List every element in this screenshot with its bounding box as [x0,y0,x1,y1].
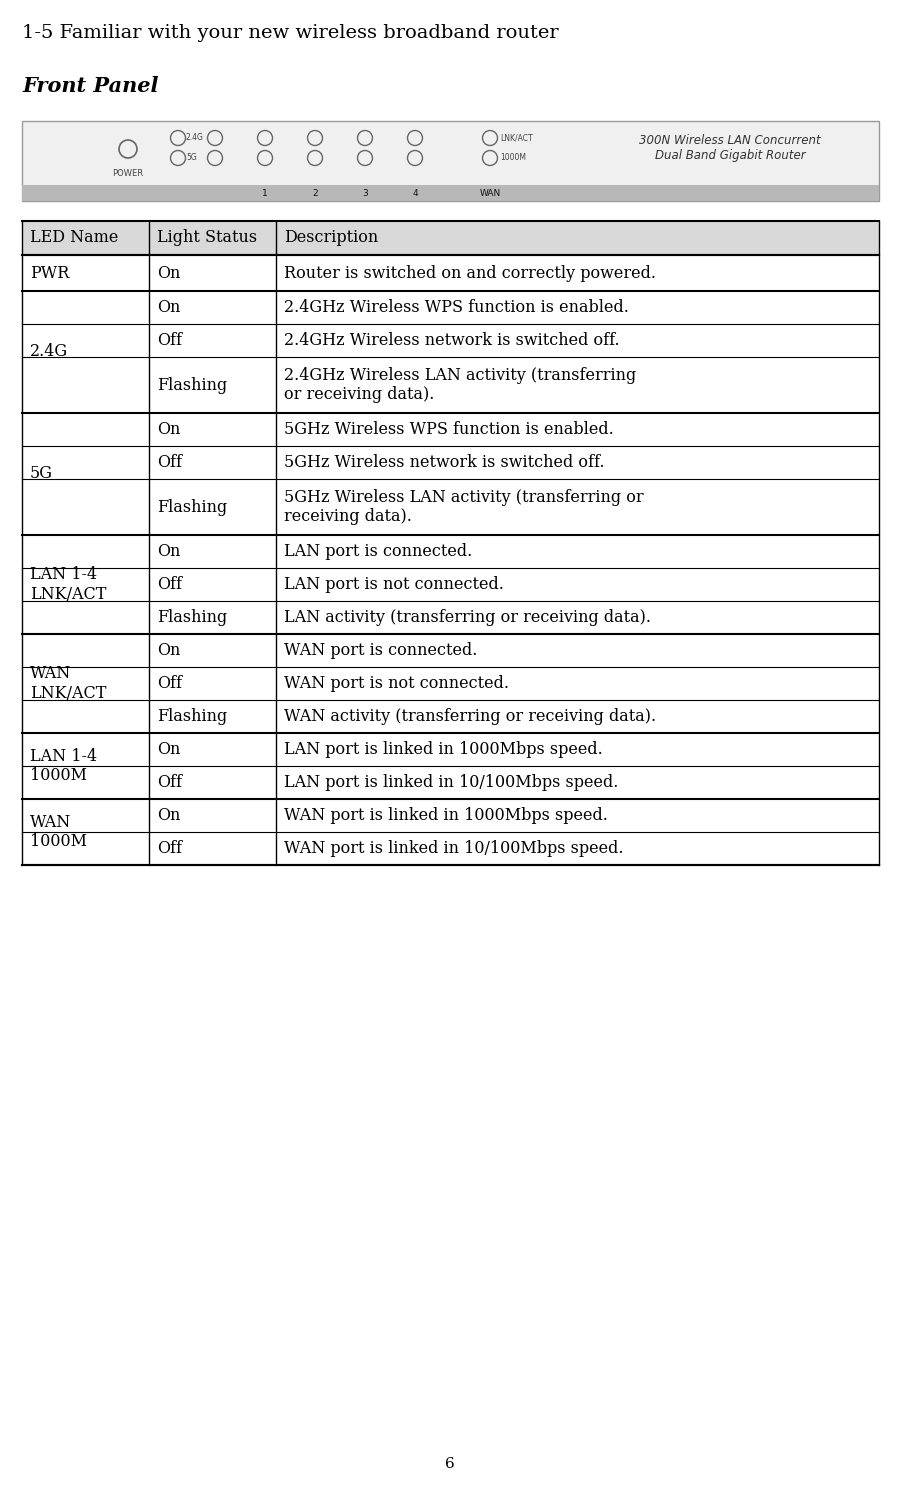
Text: 2.4G: 2.4G [30,343,68,361]
Text: 1-5 Familiar with your new wireless broadband router: 1-5 Familiar with your new wireless broa… [22,24,559,42]
Text: WAN port is connected.: WAN port is connected. [284,642,477,658]
Text: LAN 1-4
1000M: LAN 1-4 1000M [30,747,97,785]
Text: LAN port is linked in 1000Mbps speed.: LAN port is linked in 1000Mbps speed. [284,742,603,758]
Text: Router is switched on and correctly powered.: Router is switched on and correctly powe… [284,265,656,281]
Text: LAN activity (transferring or receiving data).: LAN activity (transferring or receiving … [284,609,651,626]
Text: PWR: PWR [30,265,69,281]
Bar [22,120,879,201]
Text: Off: Off [157,840,182,857]
Text: WAN
1000M: WAN 1000M [30,814,87,850]
Text: Flashing: Flashing [157,707,227,725]
Text: LAN port is not connected.: LAN port is not connected. [284,577,504,593]
Text: 5G: 5G [30,465,53,483]
Text: Off: Off [157,577,182,593]
Text: Description: Description [284,229,378,247]
Text: On: On [157,642,180,658]
Text: On: On [157,807,180,825]
Text: 5GHz Wireless network is switched off.: 5GHz Wireless network is switched off. [284,455,605,471]
Text: Flashing: Flashing [157,609,227,626]
Bar [22,184,879,201]
Text: 1: 1 [262,189,268,198]
Text: LAN port is connected.: LAN port is connected. [284,542,472,560]
Text: 5G: 5G [186,153,196,162]
Text: 2.4G: 2.4G [186,134,204,143]
Text: Light Status: Light Status [157,229,257,247]
Text: WAN port is linked in 1000Mbps speed.: WAN port is linked in 1000Mbps speed. [284,807,607,825]
Text: LAN 1-4
LNK/ACT: LAN 1-4 LNK/ACT [30,566,106,603]
Text: 3: 3 [362,189,368,198]
Text: 2.4GHz Wireless network is switched off.: 2.4GHz Wireless network is switched off. [284,331,619,349]
Text: LED Name: LED Name [30,229,118,247]
Text: 4: 4 [412,189,418,198]
Text: On: On [157,299,180,317]
Text: LAN port is linked in 10/100Mbps speed.: LAN port is linked in 10/100Mbps speed. [284,774,618,791]
Text: Off: Off [157,774,182,791]
Text: 2.4GHz Wireless LAN activity (transferring
or receiving data).: 2.4GHz Wireless LAN activity (transferri… [284,367,636,403]
Text: On: On [157,421,180,438]
Text: WAN
LNK/ACT: WAN LNK/ACT [30,666,106,701]
Text: On: On [157,742,180,758]
Text: 1000M: 1000M [500,153,526,162]
Text: Flashing: Flashing [157,376,227,394]
Text: 6: 6 [445,1456,455,1471]
Text: WAN port is linked in 10/100Mbps speed.: WAN port is linked in 10/100Mbps speed. [284,840,623,857]
Text: Off: Off [157,331,182,349]
Text: POWER: POWER [113,168,143,177]
Text: Off: Off [157,455,182,471]
Text: 300N Wireless LAN Concurrent
Dual Band Gigabit Router: 300N Wireless LAN Concurrent Dual Band G… [639,134,821,162]
Text: 2: 2 [312,189,318,198]
Text: WAN port is not connected.: WAN port is not connected. [284,675,509,692]
Text: Flashing: Flashing [157,498,227,516]
Text: Front Panel: Front Panel [22,76,159,97]
Text: 5GHz Wireless LAN activity (transferring or
receiving data).: 5GHz Wireless LAN activity (transferring… [284,489,643,525]
Text: 5GHz Wireless WPS function is enabled.: 5GHz Wireless WPS function is enabled. [284,421,614,438]
Text: 2.4GHz Wireless WPS function is enabled.: 2.4GHz Wireless WPS function is enabled. [284,299,629,317]
Text: WAN: WAN [479,189,501,198]
Text: On: On [157,542,180,560]
Bar [22,221,879,256]
Text: LNK/ACT: LNK/ACT [500,134,532,143]
Text: Off: Off [157,675,182,692]
Text: WAN activity (transferring or receiving data).: WAN activity (transferring or receiving … [284,707,656,725]
Text: On: On [157,265,180,281]
